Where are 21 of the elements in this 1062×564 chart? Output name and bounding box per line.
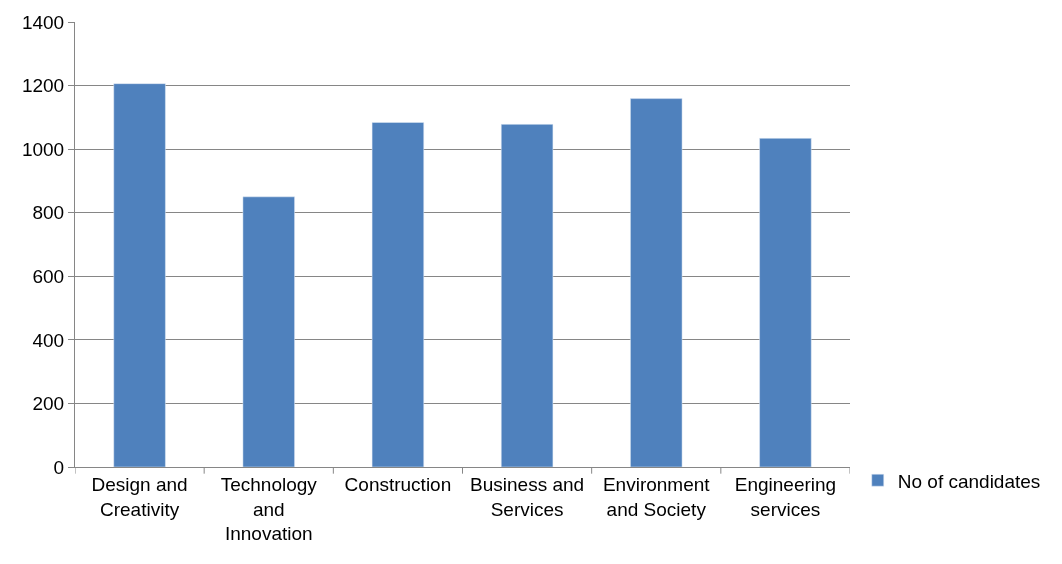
bar [242, 196, 295, 467]
bar [371, 122, 424, 467]
x-tick-label: Construction [344, 473, 452, 495]
y-tick-label: 0 [53, 456, 65, 478]
y-tick-label: 1200 [21, 75, 65, 97]
bar [113, 83, 166, 467]
bar [759, 138, 812, 467]
x-tick-label: Technology and Innovation [220, 473, 318, 545]
y-tick-label: 400 [32, 329, 65, 351]
bar [501, 124, 554, 467]
y-tick-label: 1000 [21, 138, 65, 160]
y-tick-label: 600 [32, 265, 65, 287]
y-tick-label: 800 [32, 202, 65, 224]
legend-label: No of candidates [897, 470, 1041, 492]
y-tick-label: 1400 [21, 11, 65, 33]
x-tick-label: Business and Services [470, 473, 585, 520]
x-tick-label: Design and Creativity [91, 473, 188, 520]
y-tick-label: 200 [32, 393, 65, 415]
x-tick-label: Engineering services [734, 473, 837, 520]
x-tick-label: Environment and Society [602, 473, 711, 520]
bar [630, 98, 683, 467]
